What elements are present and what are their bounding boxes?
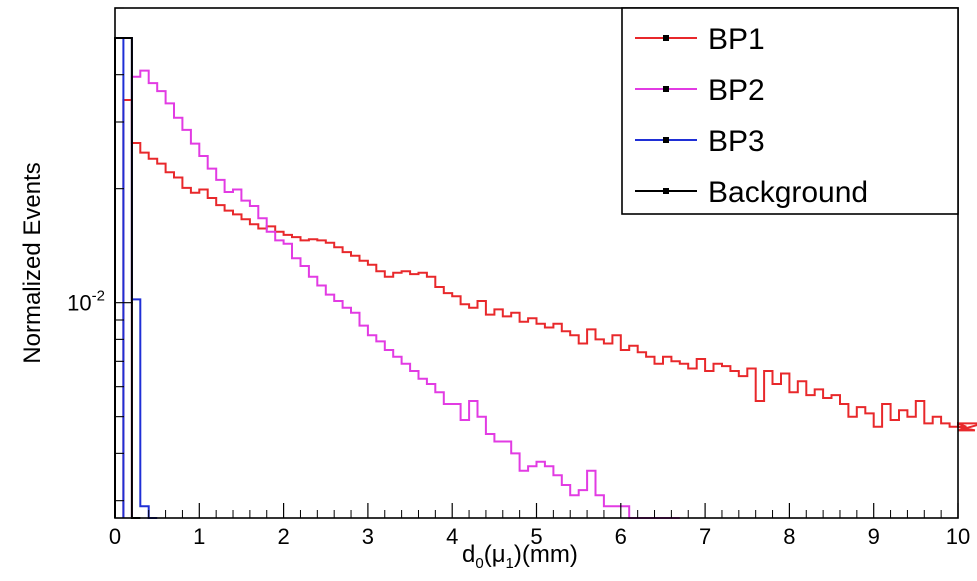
x-tick-label: 6	[615, 524, 627, 549]
legend-label: BP2	[708, 74, 765, 107]
series-background-line	[114, 37, 141, 519]
series-bp3-line	[122, 37, 158, 519]
legend-box	[621, 7, 959, 215]
series-bp2-line	[130, 69, 680, 519]
x-axis-label-sub2: 1	[506, 555, 514, 572]
x-tick-label: 4	[446, 524, 458, 549]
legend-swatch-marker	[663, 137, 669, 143]
y-tick-label: 10-2	[67, 288, 105, 316]
legend: BP1 BP2 BP3 Background	[621, 7, 959, 215]
x-axis-label-end: )(mm)	[514, 541, 578, 568]
x-axis-label-mid: (μ	[484, 541, 506, 568]
legend-swatch-marker	[663, 35, 669, 41]
legend-label: BP1	[708, 23, 765, 56]
axes-layer: 0 1 2 3 4 5 6 7 8 9 10 10-2	[67, 7, 970, 549]
x-tick-label: 2	[277, 524, 289, 549]
legend-label: Background	[708, 176, 868, 209]
x-tick-label: 1	[193, 524, 205, 549]
x-tick-label: 8	[783, 524, 795, 549]
x-axis-label-sub: 0	[475, 555, 483, 572]
legend-swatch-marker	[663, 188, 669, 194]
x-tick-label: 3	[362, 524, 374, 549]
y-axis-label: Normalized Events	[19, 162, 46, 363]
x-tick-label: 5	[530, 524, 542, 549]
x-tick-label: 10	[946, 524, 970, 549]
legend-label: BP3	[708, 125, 765, 158]
x-axis-label-main: d	[462, 541, 475, 568]
x-axis-label: d0(μ1)(mm)	[462, 541, 578, 572]
x-tick-label: 7	[699, 524, 711, 549]
x-tick-label: 0	[109, 524, 121, 549]
legend-swatch-marker	[663, 86, 669, 92]
x-tick-label: 9	[868, 524, 880, 549]
